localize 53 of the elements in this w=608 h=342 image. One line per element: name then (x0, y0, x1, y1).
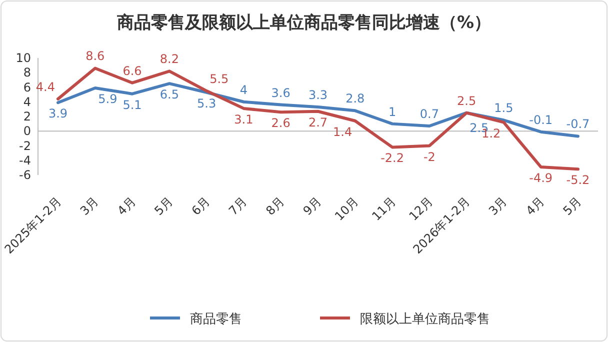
data-label: 3.6 (271, 86, 290, 100)
data-label: 4 (240, 82, 248, 97)
legend-label: 商品零售 (190, 312, 242, 327)
y-tick-label: -2 (19, 138, 31, 153)
data-label: 2.6 (271, 116, 290, 130)
y-tick-label: 8 (23, 66, 31, 80)
y-tick-label: -6 (19, 168, 31, 182)
chart-title: 商品零售及限额以上单位商品零售同比增速（%） (116, 13, 492, 33)
data-label: 6.6 (122, 64, 142, 78)
legend-label: 限额以上单位商品零售 (360, 312, 490, 327)
x-tick-label: 3月 (77, 194, 102, 218)
data-label: 2.8 (346, 92, 365, 106)
x-tick-label: 5月 (152, 194, 176, 218)
data-label: -2.2 (380, 151, 404, 166)
data-label: -2 (423, 150, 436, 164)
data-label: 2.5 (457, 94, 476, 108)
data-label: 1 (388, 104, 396, 119)
x-tick-label: 7月 (226, 194, 250, 218)
data-label: 5.3 (197, 96, 216, 110)
data-label: -0.1 (529, 112, 553, 127)
y-tick-label: 6 (23, 80, 31, 94)
x-tick-label: 4月 (523, 194, 547, 218)
x-tick-label: 12月 (406, 194, 436, 224)
data-label: 0.7 (420, 107, 439, 122)
x-tick-label: 11月 (369, 194, 398, 224)
x-tick-label: 10月 (332, 194, 362, 224)
y-tick-label: -4 (19, 153, 31, 168)
data-label: 3.1 (234, 112, 254, 126)
data-label: 5.5 (210, 72, 229, 86)
data-label: 3.3 (308, 88, 328, 102)
data-label: 6.5 (160, 88, 179, 102)
y-tick-label: 10 (16, 51, 31, 65)
data-label: 2.7 (308, 115, 328, 130)
y-tick-label: 4 (23, 94, 31, 109)
data-label: 5.9 (98, 92, 118, 106)
x-tick-label: 6月 (188, 194, 213, 218)
data-label: 8.2 (160, 52, 179, 66)
data-label: 8.6 (86, 49, 105, 64)
x-tick-label: 3月 (486, 194, 510, 218)
x-tick-label: 9月 (300, 194, 324, 218)
y-tick-label: 0 (23, 124, 31, 138)
data-label: -0.7 (566, 117, 590, 132)
x-tick-label: 5月 (560, 194, 584, 218)
data-label: 1.5 (494, 101, 514, 116)
data-label: 5.1 (122, 98, 142, 112)
y-tick-label: 2 (23, 110, 31, 124)
data-label: 1.4 (333, 124, 352, 139)
data-label: -4.9 (529, 170, 553, 185)
x-tick-label: 8月 (263, 194, 287, 218)
x-tick-label: 4月 (114, 194, 138, 218)
data-label: 3.9 (48, 106, 68, 121)
data-label: 4.4 (36, 80, 55, 94)
data-label: -5.2 (566, 173, 590, 188)
